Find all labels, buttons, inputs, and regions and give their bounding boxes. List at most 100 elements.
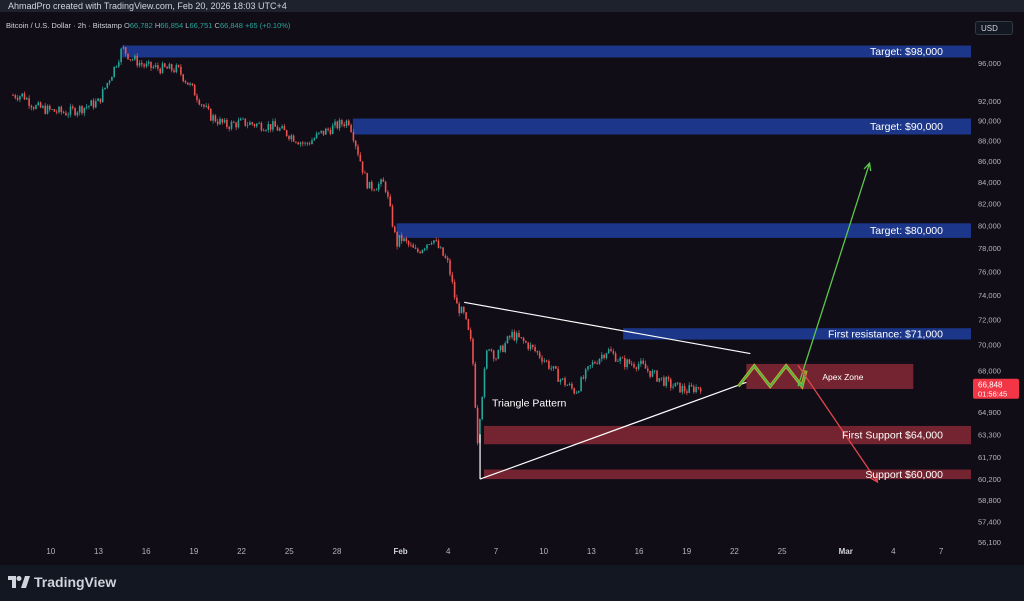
candle bbox=[467, 318, 470, 331]
candle bbox=[60, 105, 63, 115]
candle bbox=[212, 113, 214, 124]
candle bbox=[159, 67, 161, 75]
candle-body bbox=[55, 111, 58, 113]
candle-body bbox=[637, 364, 640, 369]
candle-body bbox=[559, 379, 562, 382]
candle bbox=[327, 127, 329, 132]
candle bbox=[308, 141, 311, 146]
candle bbox=[258, 121, 260, 124]
candle-body bbox=[187, 82, 189, 85]
candle bbox=[527, 341, 529, 351]
candle bbox=[108, 79, 111, 86]
candle bbox=[472, 337, 474, 366]
candle-body bbox=[297, 142, 299, 145]
candle-body bbox=[331, 125, 334, 134]
candle bbox=[164, 62, 166, 68]
candle bbox=[651, 368, 654, 378]
candle-body bbox=[170, 64, 173, 71]
zone-3[interactable] bbox=[623, 328, 971, 340]
candle-body bbox=[400, 235, 403, 241]
chart-svg[interactable]: Target: $98,000 Target: $90,000 Target: $8… bbox=[0, 12, 1024, 565]
candle bbox=[104, 87, 106, 91]
candle-body bbox=[145, 63, 148, 67]
candle bbox=[124, 46, 127, 57]
time-tick-label: Mar bbox=[839, 547, 853, 556]
candle-body bbox=[653, 370, 656, 372]
zone-2[interactable] bbox=[396, 223, 972, 238]
candle bbox=[242, 117, 244, 120]
chart-area[interactable]: Target: $98,000 Target: $90,000 Target: $8… bbox=[0, 12, 1024, 565]
candle-body bbox=[357, 146, 359, 155]
candle-body bbox=[193, 84, 196, 96]
zone-label-5: First Support $64,000 bbox=[842, 430, 943, 442]
candle bbox=[529, 342, 532, 352]
candle bbox=[219, 116, 221, 126]
candle bbox=[223, 118, 226, 124]
candle-body bbox=[304, 142, 306, 144]
candle-body bbox=[65, 112, 67, 116]
candle-body bbox=[456, 297, 458, 304]
last-price-value: 66,848 bbox=[978, 381, 1003, 390]
candle-body bbox=[166, 66, 168, 69]
candle-body bbox=[129, 59, 132, 61]
candle bbox=[419, 250, 421, 254]
candle-body bbox=[150, 61, 152, 68]
candle-body bbox=[251, 122, 253, 125]
candle-body bbox=[329, 130, 332, 134]
zone-4[interactable] bbox=[746, 363, 914, 390]
candle bbox=[653, 369, 656, 374]
price-tick-label: 74,000 bbox=[978, 291, 1001, 300]
tradingview-logo[interactable]: TradingView bbox=[8, 574, 116, 590]
candle-body bbox=[440, 247, 442, 249]
time-tick-label: 10 bbox=[539, 547, 548, 556]
candle bbox=[400, 232, 403, 245]
candle bbox=[120, 47, 122, 66]
zone-0[interactable] bbox=[122, 45, 971, 58]
candle-body bbox=[164, 63, 166, 67]
candle bbox=[304, 141, 306, 146]
zone-6[interactable] bbox=[484, 469, 971, 480]
candle-body bbox=[460, 306, 463, 314]
candle bbox=[373, 188, 375, 192]
candle-body bbox=[359, 154, 362, 162]
candle bbox=[584, 367, 587, 382]
candle bbox=[318, 132, 320, 136]
zones-layer bbox=[122, 45, 972, 480]
candle bbox=[488, 348, 490, 352]
candle-body bbox=[688, 385, 690, 393]
candle bbox=[667, 375, 670, 382]
symbol-legend[interactable]: Bitcoin / U.S. Dollar · 2h · Bitstamp O6… bbox=[6, 21, 290, 30]
candle bbox=[403, 237, 405, 243]
candle-body bbox=[315, 133, 318, 139]
candle-body bbox=[658, 378, 661, 382]
candle bbox=[168, 62, 171, 69]
candle bbox=[428, 243, 431, 246]
currency-button[interactable]: USD bbox=[975, 21, 1013, 35]
price-tick-label: 56,100 bbox=[978, 538, 1001, 547]
zone-1[interactable] bbox=[352, 118, 972, 135]
candle bbox=[387, 189, 389, 200]
ohlc-value-h: 66,854 bbox=[160, 21, 184, 30]
candle-body bbox=[228, 127, 230, 129]
candle-body bbox=[644, 363, 647, 369]
candle bbox=[19, 95, 21, 103]
candle-body bbox=[244, 118, 247, 126]
candle bbox=[359, 152, 362, 162]
candle-body bbox=[39, 102, 42, 108]
candle-body bbox=[410, 244, 412, 246]
candle bbox=[191, 83, 194, 87]
candle-body bbox=[124, 47, 127, 54]
candle-body bbox=[242, 118, 244, 120]
candle bbox=[578, 390, 580, 394]
candle-body bbox=[610, 349, 612, 352]
candle bbox=[113, 66, 115, 79]
candle-body bbox=[444, 255, 447, 259]
candle bbox=[380, 178, 382, 187]
candle bbox=[559, 378, 562, 385]
candle bbox=[670, 377, 672, 391]
candle-body bbox=[612, 351, 615, 354]
arrow-down-line bbox=[797, 364, 879, 483]
candle-body bbox=[230, 121, 233, 129]
candle bbox=[541, 355, 543, 365]
candle bbox=[279, 127, 281, 132]
